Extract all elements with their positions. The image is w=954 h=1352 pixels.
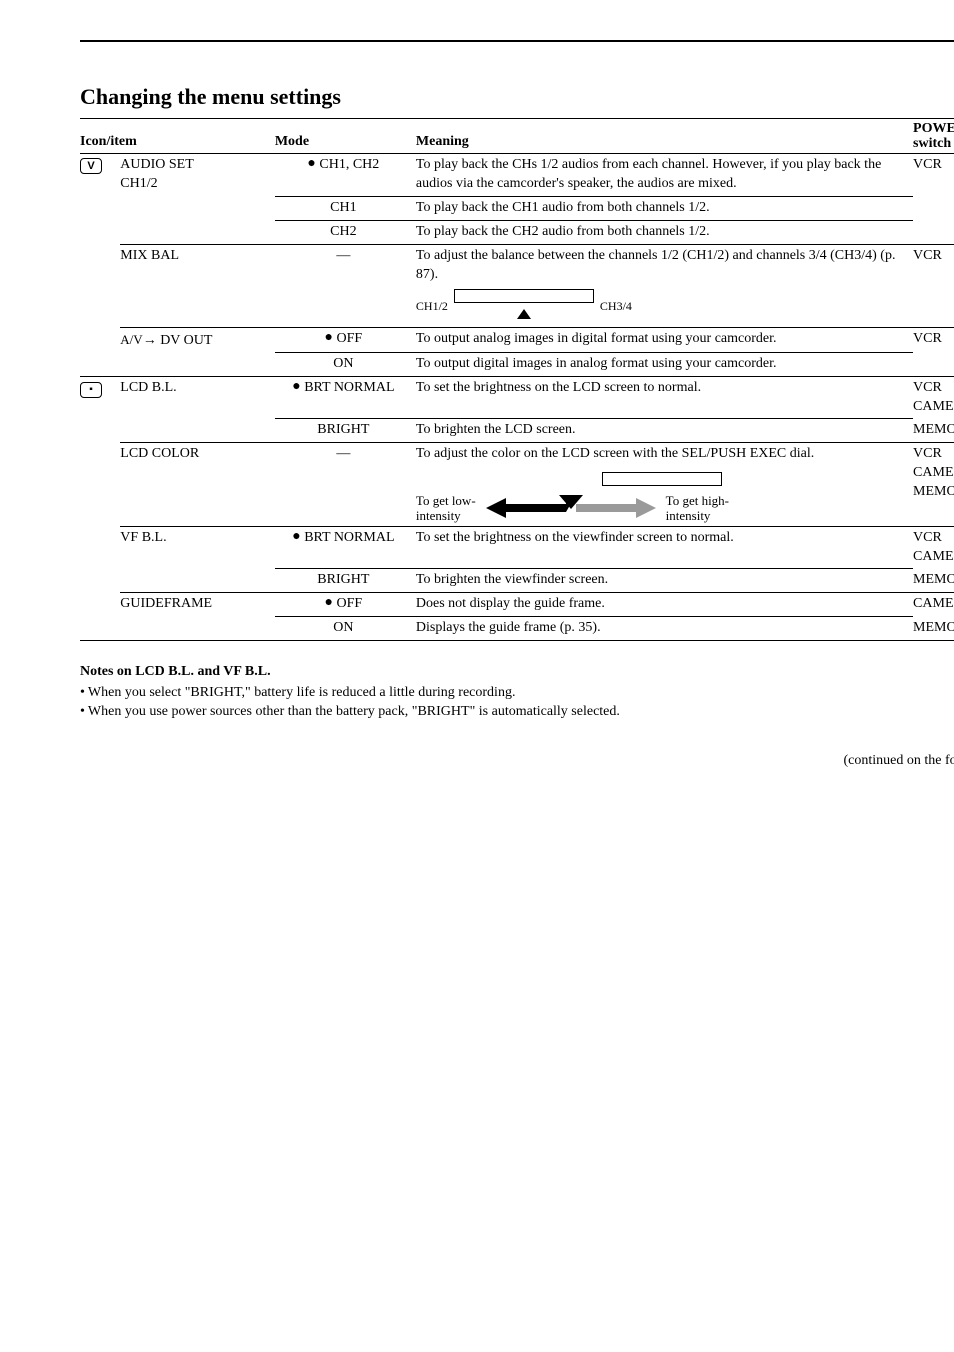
- note-item: When you select "BRIGHT," battery life i…: [80, 684, 954, 703]
- item-label-line2: CH1/2: [120, 175, 271, 194]
- meaning-text: To set the brightness on the LCD screen …: [416, 380, 701, 395]
- mode-value: ON: [333, 620, 353, 635]
- mode-value: BRIGHT: [317, 572, 369, 587]
- mix-balance-slider: CH1/2 CH3/4: [416, 287, 909, 325]
- mode-value: OFF: [337, 596, 363, 611]
- meaning-text: Displays the guide frame (p. 35).: [416, 620, 601, 635]
- notes-list: When you select "BRIGHT," battery life i…: [80, 684, 954, 722]
- item-label: MIX BAL: [120, 248, 179, 263]
- notes-block: Notes on LCD B.L. and VF B.L. When you s…: [80, 663, 954, 722]
- switch-vcr: VCR: [913, 379, 954, 398]
- switch-vcr: VCR: [913, 156, 954, 175]
- meaning-text: To play back the CH1 audio from both cha…: [416, 200, 710, 215]
- double-arrow-icon: [486, 495, 656, 521]
- switch-vcr: VCR: [913, 529, 954, 548]
- notes-title: Notes on LCD B.L. and VF B.L.: [80, 663, 954, 682]
- icon-lcd: ▪: [80, 382, 102, 398]
- default-dot: ●: [292, 378, 300, 397]
- meaning-text: To adjust the color on the LCD screen wi…: [416, 446, 814, 461]
- icon-v: V: [80, 158, 102, 174]
- mode-value: BRT NORMAL: [304, 530, 394, 545]
- default-dot: ●: [307, 155, 315, 174]
- mode-value: CH1: [330, 200, 356, 215]
- meaning-text: To brighten the LCD screen.: [416, 422, 576, 437]
- switch-camera: CAMERA: [913, 595, 954, 614]
- default-dot: ●: [325, 594, 333, 613]
- slider-left-label: CH1/2: [416, 298, 448, 314]
- intensity-right: To get high-intensity: [666, 493, 729, 524]
- mode-value: BRIGHT: [317, 422, 369, 437]
- meaning-text: To output digital images in analog forma…: [416, 356, 777, 371]
- item-label: GUIDEFRAME: [120, 596, 212, 611]
- note-item: When you use power sources other than th…: [80, 703, 954, 722]
- switch-vcr: VCR: [913, 330, 954, 349]
- switch-memory: MEMORY: [913, 619, 954, 638]
- intensity-left: To get low-intensity: [416, 493, 476, 524]
- switch-memory: MEMORY: [913, 571, 954, 590]
- item-label: LCD COLOR: [120, 446, 199, 461]
- meaning-text: To output analog images in digital forma…: [416, 331, 777, 346]
- mode-value: CH1, CH2: [319, 157, 379, 172]
- slider-right-label: CH3/4: [600, 298, 632, 314]
- page-title: Changing the menu settings: [80, 82, 954, 112]
- meaning-text: To adjust the balance between the channe…: [416, 248, 896, 282]
- th-meaning: Meaning: [416, 119, 913, 154]
- meaning-text: To set the brightness on the viewfinder …: [416, 530, 734, 545]
- switch-memory: MEMORY: [913, 483, 954, 502]
- meaning-text: To brighten the viewfinder screen.: [416, 572, 608, 587]
- switch-camera: CAMERA: [913, 548, 954, 567]
- item-label: A/V→ DV OUT: [120, 333, 212, 348]
- mode-value: ON: [333, 356, 353, 371]
- mode-value: CH2: [330, 224, 356, 239]
- th-switch: POWERswitch: [913, 119, 954, 154]
- meaning-text: To play back the CHs 1/2 audios from eac…: [416, 157, 881, 191]
- th-mode: Mode: [275, 119, 416, 154]
- switch-vcr: VCR: [913, 445, 954, 464]
- continued-text: (continued on the following page): [80, 752, 954, 771]
- switch-camera: CAMERA: [913, 398, 954, 417]
- mode-value: BRT NORMAL: [304, 380, 394, 395]
- mode-value: OFF: [337, 331, 363, 346]
- item-label-line1: AUDIO SET: [120, 156, 271, 175]
- mode-value: —: [336, 446, 350, 461]
- default-dot: ●: [325, 329, 333, 348]
- meaning-text: To play back the CH2 audio from both cha…: [416, 224, 710, 239]
- mode-value: —: [336, 248, 350, 263]
- item-label: VF B.L.: [120, 530, 166, 545]
- switch-vcr: VCR: [913, 247, 954, 266]
- switch-memory: MEMORY: [913, 421, 954, 440]
- switch-camera: CAMERA: [913, 464, 954, 483]
- default-dot: ●: [292, 528, 300, 547]
- item-label: LCD B.L.: [120, 380, 176, 395]
- lcd-color-intensity: To get low-intensity To get high-intensi…: [416, 493, 909, 524]
- th-iconitem: Icon/item: [80, 119, 275, 154]
- top-rule: [80, 40, 954, 42]
- settings-table: Icon/item Mode Meaning POWERswitch V AUDI…: [80, 119, 954, 641]
- meaning-text: Does not display the guide frame.: [416, 596, 605, 611]
